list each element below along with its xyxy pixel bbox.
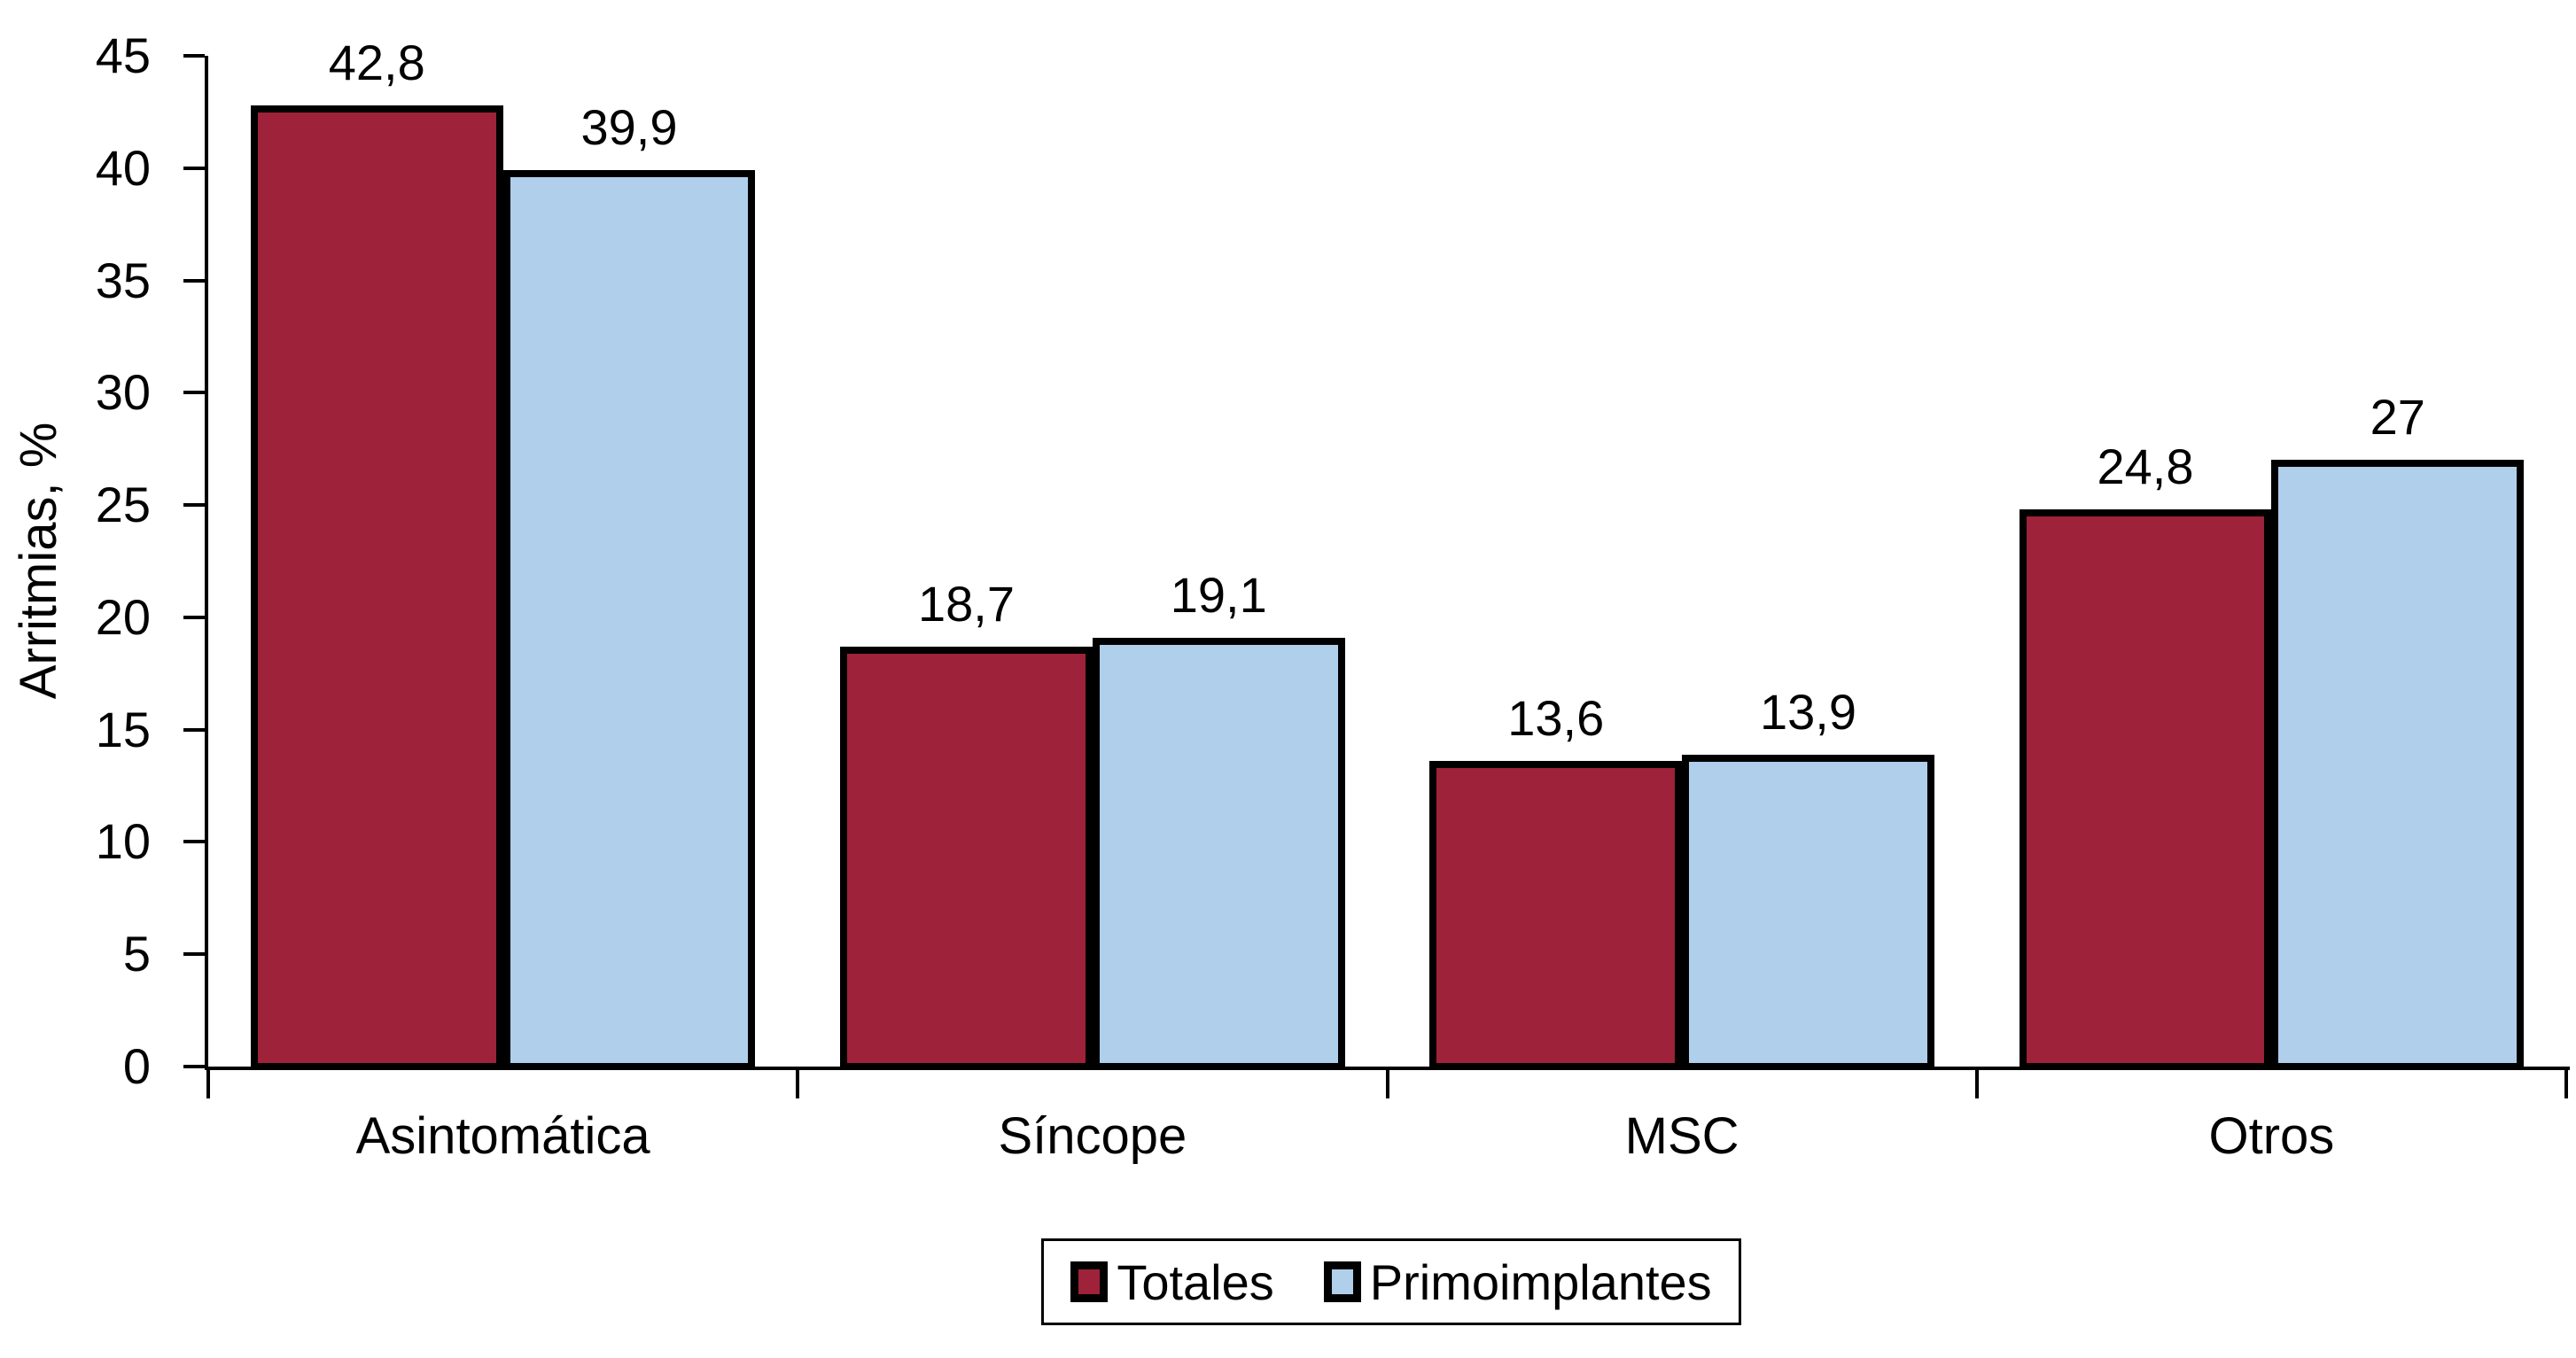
category-label: Síncope (998, 1107, 1187, 1165)
x-tick-mark (796, 1067, 800, 1098)
bar-primoimplantes-2 (1092, 637, 1345, 1070)
bar-value-label: 39,9 (580, 99, 678, 156)
bar-primoimplantes-4 (2271, 460, 2525, 1070)
y-tick-label: 25 (95, 477, 151, 533)
y-tick-label: 15 (95, 701, 151, 757)
x-tick-mark (1385, 1067, 1389, 1098)
category-label: Asintomática (355, 1107, 650, 1165)
y-tick-mark (183, 54, 205, 58)
bar-value-label: 42,8 (328, 34, 425, 90)
y-tick-mark (183, 503, 205, 508)
legend-swatch-primoimplantes (1323, 1261, 1361, 1302)
y-tick-label: 10 (95, 813, 151, 870)
bar-value-label: 27 (2370, 389, 2425, 446)
y-tick-mark (183, 615, 205, 619)
y-tick-mark (183, 1065, 205, 1068)
y-tick-mark (183, 391, 205, 395)
legend-item-primoimplantes: Primoimplantes (1323, 1253, 1712, 1311)
y-tick-label: 5 (122, 926, 151, 982)
y-tick-label: 0 (122, 1038, 151, 1094)
bar-value-label: 19,1 (1170, 566, 1267, 623)
y-axis-line (205, 56, 208, 1070)
legend: Totales Primoimplantes (1041, 1238, 1741, 1325)
bar-primoimplantes-1 (502, 170, 756, 1070)
y-tick-label: 20 (95, 588, 151, 645)
y-tick-mark (183, 278, 205, 283)
legend-label-totales: Totales (1117, 1253, 1274, 1310)
y-tick-label: 40 (95, 139, 151, 196)
y-tick-label: 35 (95, 252, 151, 308)
y-tick-mark (183, 840, 205, 844)
x-tick-mark (2564, 1067, 2568, 1098)
category-label: MSC (1624, 1107, 1739, 1165)
bar-totales-3 (1429, 761, 1683, 1070)
bar-value-label: 18,7 (918, 575, 1015, 632)
bar-value-label: 24,8 (2097, 438, 2194, 495)
y-tick-mark (183, 727, 205, 732)
bar-totales-4 (2019, 509, 2272, 1070)
bar-value-label: 13,6 (1507, 690, 1605, 747)
y-tick-mark (183, 952, 205, 957)
y-tick-label: 45 (95, 27, 151, 83)
y-tick-label: 30 (95, 364, 151, 421)
x-tick-mark (1974, 1067, 1979, 1098)
category-label: Otros (2208, 1107, 2335, 1165)
x-tick-mark (206, 1067, 210, 1098)
legend-swatch-totales (1070, 1261, 1109, 1302)
legend-label-primoimplantes: Primoimplantes (1369, 1253, 1712, 1310)
bar-totales-1 (250, 105, 503, 1070)
legend-item-totales: Totales (1070, 1253, 1274, 1311)
bar-value-label: 13,9 (1759, 683, 1856, 740)
y-tick-mark (183, 166, 205, 170)
bar-totales-2 (840, 646, 1093, 1070)
bar-primoimplantes-3 (1682, 754, 1934, 1070)
